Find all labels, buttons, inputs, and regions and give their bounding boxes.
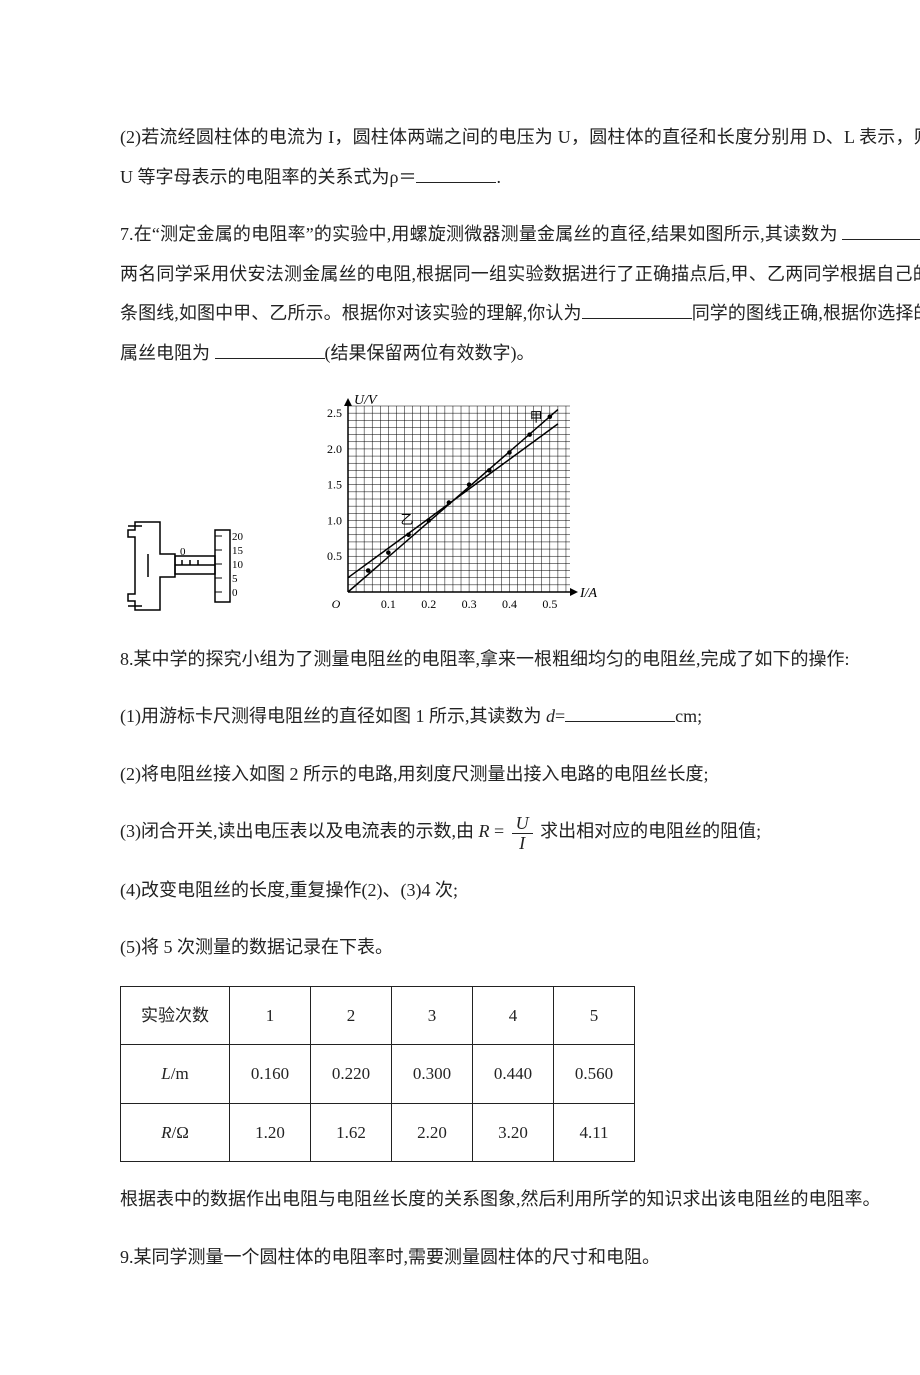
cell: 2.20: [392, 1103, 473, 1161]
svg-text:2.5: 2.5: [327, 406, 342, 420]
cell: 0.300: [392, 1045, 473, 1103]
cell: 0.440: [473, 1045, 554, 1103]
q8-p1: (1)用游标卡尺测得电阻丝的直径如图 1 所示,其读数为 d=cm;: [120, 697, 920, 737]
svg-text:U/V: U/V: [354, 393, 378, 408]
svg-text:1.0: 1.0: [327, 513, 342, 527]
blank-reading[interactable]: [842, 221, 920, 240]
blank-resistance[interactable]: [215, 340, 325, 359]
q8-p1-unit: cm;: [675, 706, 702, 726]
q8-p1b: =: [555, 706, 565, 726]
q7-tail: (结果保留两位有效数字)。: [325, 343, 535, 363]
formula-R: R: [479, 821, 490, 841]
q8-p2: (2)将电阻丝接入如图 2 所示的电路,用刻度尺测量出接入电路的电阻丝长度;: [120, 755, 920, 795]
svg-text:0.1: 0.1: [381, 597, 396, 611]
q8-table: 实验次数 1 2 3 4 5 L/m 0.160 0.220 0.300 0.4…: [120, 986, 635, 1162]
svg-text:O: O: [332, 597, 341, 611]
blank-rho[interactable]: [416, 164, 496, 183]
q8-p4: (4)改变电阻丝的长度,重复操作(2)、(3)4 次;: [120, 871, 920, 911]
svg-text:0.3: 0.3: [462, 597, 477, 611]
cell: 4.11: [554, 1103, 635, 1161]
q8-p5: (5)将 5 次测量的数据记录在下表。: [120, 928, 920, 968]
q8-tail: 根据表中的数据作出电阻与电阻丝长度的关系图象,然后利用所学的知识求出该电阻丝的电…: [120, 1180, 920, 1220]
th-5: 5: [554, 986, 635, 1044]
svg-text:2.0: 2.0: [327, 441, 342, 455]
q6-p2-text: (2)若流经圆柱体的电流为 I，圆柱体两端之间的电压为 U，圆柱体的直径和长度分…: [120, 127, 920, 187]
svg-text:5: 5: [232, 573, 238, 585]
svg-text:10: 10: [232, 559, 244, 571]
q8-p3a: (3)闭合开关,读出电压表以及电流表的示数,由: [120, 821, 479, 841]
svg-text:I/A: I/A: [579, 586, 598, 601]
cell: 1.20: [230, 1103, 311, 1161]
q8-p3: (3)闭合开关,读出电压表以及电流表的示数,由 R = UI 求出相对应的电阻丝…: [120, 812, 920, 852]
micrometer-figure: 0 20 15 10 5 0: [120, 502, 270, 622]
q6-p2-tail: .: [496, 167, 501, 187]
th-2: 2: [311, 986, 392, 1044]
table-row: R/Ω 1.20 1.62 2.20 3.20 4.11: [121, 1103, 635, 1161]
svg-text:20: 20: [232, 531, 244, 543]
blank-d[interactable]: [565, 703, 675, 722]
q7-lead: 7.在“测定金属的电阻率”的实验中,用螺旋测微器测量金属丝的直径,结果如图所示,…: [120, 224, 838, 244]
cell: 3.20: [473, 1103, 554, 1161]
q6-part2: (2)若流经圆柱体的电流为 I，圆柱体两端之间的电压为 U，圆柱体的直径和长度分…: [120, 118, 920, 197]
q8-p3b: 求出相对应的电阻丝的阻值;: [536, 821, 762, 841]
svg-text:乙: 乙: [400, 512, 413, 527]
cell: 0.220: [311, 1045, 392, 1103]
q8-lead: 8.某中学的探究小组为了测量电阻丝的电阻率,拿来一根粗细均匀的电阻丝,完成了如下…: [120, 640, 920, 680]
svg-text:0.5: 0.5: [542, 597, 557, 611]
formula-num: U: [512, 814, 533, 834]
cell: 1.62: [311, 1103, 392, 1161]
cell: 0.560: [554, 1045, 635, 1103]
row1-label: L/m: [121, 1045, 230, 1103]
ui-chart: 0.1 0.2 0.3 0.4 0.5 0.5 1.0 1.5 2.0 2.5 O U/V I/A 甲乙: [300, 392, 600, 622]
table-header-row: 实验次数 1 2 3 4 5: [121, 986, 635, 1044]
row2-label: R/Ω: [121, 1103, 230, 1161]
svg-text:1.5: 1.5: [327, 477, 342, 491]
q7-para: 7.在“测定金属的电阻率”的实验中,用螺旋测微器测量金属丝的直径,结果如图所示,…: [120, 215, 920, 373]
th-3: 3: [392, 986, 473, 1044]
th-1: 1: [230, 986, 311, 1044]
th-0: 实验次数: [121, 986, 230, 1044]
svg-text:0.5: 0.5: [327, 549, 342, 563]
blank-student[interactable]: [582, 300, 692, 319]
q8-p1a: (1)用游标卡尺测得电阻丝的直径如图 1 所示,其读数为: [120, 706, 546, 726]
svg-text:0.4: 0.4: [502, 597, 517, 611]
table-row: L/m 0.160 0.220 0.300 0.440 0.560: [121, 1045, 635, 1103]
q9-text: 9.某同学测量一个圆柱体的电阻率时,需要测量圆柱体的尺寸和电阻。: [120, 1238, 920, 1278]
svg-text:15: 15: [232, 545, 244, 557]
q7-figures: 0 20 15 10 5 0 0.1 0.2 0.3 0.4 0.5 0.5 1.0 1.5 2…: [120, 392, 920, 622]
svg-text:0: 0: [232, 587, 238, 599]
micrometer-main-0: 0: [180, 546, 186, 558]
svg-text:0.2: 0.2: [421, 597, 436, 611]
cell: 0.160: [230, 1045, 311, 1103]
svg-text:甲: 甲: [530, 409, 543, 424]
formula-frac: UI: [512, 814, 533, 853]
th-4: 4: [473, 986, 554, 1044]
formula-den: I: [512, 834, 533, 853]
